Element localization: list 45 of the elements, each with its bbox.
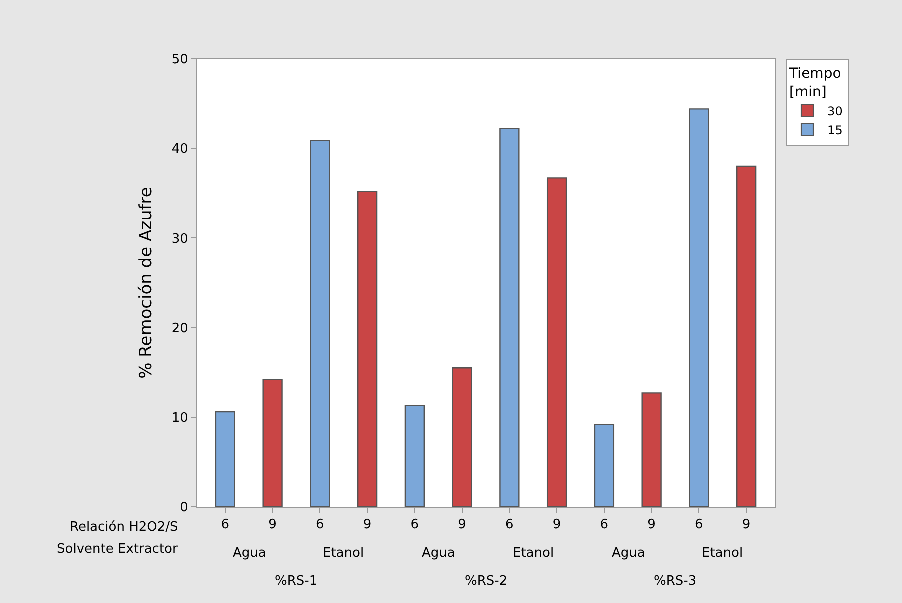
- text: Agua: [422, 546, 456, 561]
- x-tick-label: 9: [648, 518, 656, 533]
- text: Etanol: [513, 546, 554, 561]
- x-tick-label: 9: [458, 518, 466, 533]
- bar: [215, 411, 236, 507]
- x-tick-label: 9: [552, 518, 562, 533]
- bar: [500, 128, 520, 507]
- x-tick-label: 6: [221, 518, 230, 533]
- y-tick-label: 30: [172, 232, 188, 247]
- legend-label: 30: [828, 104, 843, 119]
- y-tick-label: 0: [180, 500, 188, 516]
- bar: [594, 424, 615, 507]
- x-tick-label: 9: [363, 518, 372, 533]
- bar: [404, 405, 426, 507]
- bar: [546, 178, 568, 507]
- text: %RS-2: [465, 574, 508, 589]
- bar: [452, 368, 472, 507]
- x-tick-label: 6: [316, 518, 324, 533]
- text: Agua: [233, 546, 266, 561]
- bar: [642, 392, 662, 507]
- x-tick-label: 6: [600, 518, 609, 533]
- text: %RS-1: [275, 574, 318, 589]
- y-axis-title: % Remoción de Azufre: [136, 187, 156, 379]
- bar: [736, 166, 757, 507]
- bar: [357, 191, 378, 507]
- x-tick-label: 9: [268, 518, 277, 533]
- text: Etanol: [323, 546, 364, 561]
- y-tick-label: 50: [172, 52, 188, 68]
- bar: [262, 379, 283, 507]
- y-tick-label: 10: [172, 410, 188, 426]
- text: %RS-3: [654, 574, 697, 589]
- text: Agua: [612, 546, 646, 561]
- x-tick-label: 9: [742, 518, 751, 533]
- y-tick-label: 20: [172, 321, 188, 336]
- text: Solvente Extractor: [57, 542, 178, 557]
- text: Relación H2O2/S: [70, 520, 178, 535]
- x-tick-label: 6: [410, 518, 420, 533]
- legend-label: 15: [828, 124, 843, 138]
- x-tick-label: 6: [695, 518, 704, 533]
- bar: [689, 108, 710, 507]
- x-tick-label: 6: [506, 518, 514, 533]
- bar: [310, 140, 330, 507]
- y-tick-label: 40: [172, 142, 188, 158]
- legend-title: Tiempo [min]: [788, 66, 842, 100]
- text: Etanol: [702, 546, 744, 561]
